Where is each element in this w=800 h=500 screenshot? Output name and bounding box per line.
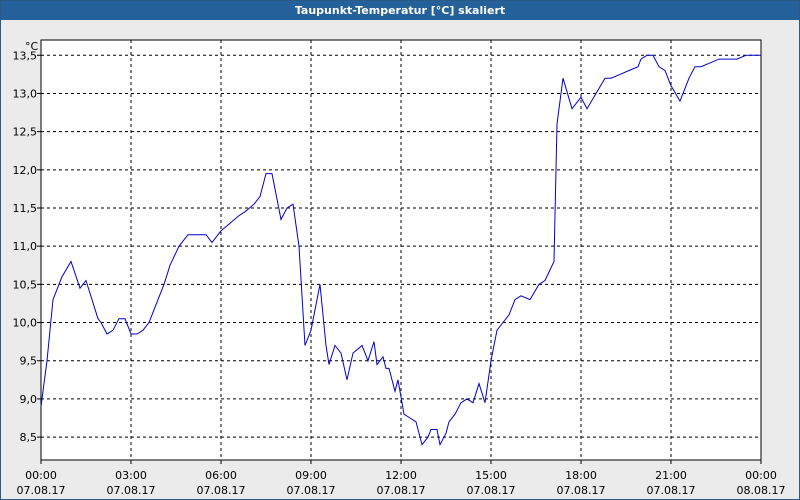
x-tick-date: 08.08.17: [737, 484, 786, 497]
y-tick-label: 13,5: [13, 49, 38, 62]
x-tick-date: 07.08.17: [107, 484, 156, 497]
y-tick-label: 9,5: [20, 355, 38, 368]
y-tick-label: 8,5: [20, 431, 38, 444]
x-tick-time: 12:00: [385, 469, 417, 482]
y-tick-label: 11,5: [13, 202, 38, 215]
x-tick-time: 15:00: [475, 469, 507, 482]
y-tick-label: 10,5: [13, 278, 38, 291]
x-tick-date: 07.08.17: [197, 484, 246, 497]
grid-lines: [41, 40, 761, 460]
x-tick-date: 07.08.17: [647, 484, 696, 497]
x-tick-time: 00:00: [25, 469, 57, 482]
x-tick-time: 18:00: [565, 469, 597, 482]
x-axis-ticks: 00:00 07.08.17 03:00 07.08.17 06:00 07.08.17 0…: [17, 460, 786, 497]
y-axis-ticks: 13,5 13,0 12,5 12,0 11,5 11,0 10,5 10,0 9,5 9,0 8,…: [13, 49, 41, 444]
y-tick-label: 12,0: [13, 164, 38, 177]
x-tick-time: 00:00: [745, 469, 777, 482]
y-tick-label: 9,0: [20, 393, 38, 406]
x-tick-time: 03:00: [115, 469, 147, 482]
y-tick-label: 10,0: [13, 317, 38, 330]
y-tick-label: 11,0: [13, 240, 38, 253]
x-tick-time: 09:00: [295, 469, 327, 482]
x-tick-date: 07.08.17: [17, 484, 66, 497]
y-tick-label: 13,0: [13, 87, 38, 100]
chart-title: Taupunkt-Temperatur [°C] skaliert: [1, 1, 799, 20]
x-tick-date: 07.08.17: [287, 484, 336, 497]
x-tick-date: 07.08.17: [467, 484, 516, 497]
x-tick-time: 06:00: [205, 469, 237, 482]
series-line-dewpoint: [40, 54, 761, 447]
y-axis-unit-label: °C: [25, 40, 39, 53]
x-tick-date: 07.08.17: [557, 484, 606, 497]
x-tick-date: 07.08.17: [377, 484, 426, 497]
x-tick-time: 21:00: [655, 469, 687, 482]
y-tick-label: 12,5: [13, 126, 38, 139]
